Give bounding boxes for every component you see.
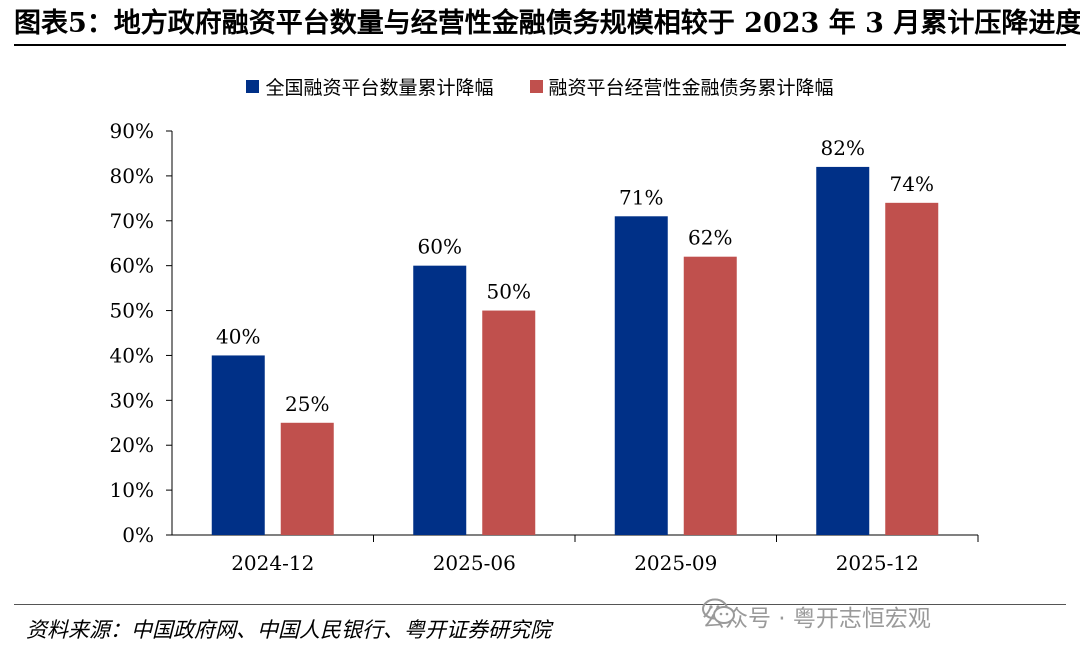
legend-label-series-2: 融资平台经营性金融债务累计降幅 (548, 76, 834, 99)
legend: 全国融资平台数量累计降幅 融资平台经营性金融债务累计降幅 (0, 72, 1080, 100)
legend-swatch-series-2 (529, 79, 543, 93)
legend-label-series-1: 全国融资平台数量累计降幅 (265, 76, 494, 99)
data-label: 60% (418, 235, 462, 259)
bar (816, 166, 870, 535)
data-label: 82% (821, 136, 865, 160)
legend-item-series-1: 全国融资平台数量累计降幅 (246, 72, 494, 100)
y-tick-label: 50% (110, 299, 154, 323)
figure-title: 图表5：地方政府融资平台数量与经营性金融债务规模相较于 2023 年 3 月累计… (14, 8, 1080, 39)
bar (683, 256, 737, 535)
wechat-icon (702, 598, 735, 624)
legend-item-series-2: 融资平台经营性金融债务累计降幅 (529, 72, 834, 100)
y-tick-label: 20% (110, 433, 154, 457)
source-note: 资料来源：中国政府网、中国人民银行、粤开证券研究院 (26, 618, 551, 642)
y-tick-label: 40% (110, 343, 154, 367)
x-tick-label: 2024-12 (231, 551, 314, 575)
legend-swatch-series-1 (246, 79, 260, 93)
data-label: 25% (285, 392, 329, 416)
title-divider (14, 44, 1066, 46)
data-label: 50% (487, 280, 531, 304)
y-tick-label: 80% (110, 164, 154, 188)
watermark: 公众号 · 粤开志恒宏观 (702, 598, 931, 634)
source-divider (14, 604, 1066, 605)
data-label: 40% (216, 324, 260, 348)
y-tick-label: 70% (110, 209, 154, 233)
bar-chart: 0% 10% 20% 30% 40% 50% 60% 70% 80% 90% 2024-12 40% 2… (110, 119, 979, 575)
bar (614, 216, 668, 536)
watermark-text: 公众号 · 粤开志恒宏观 (702, 606, 931, 632)
data-label: 62% (688, 226, 732, 250)
x-tick-label: 2025-12 (836, 551, 919, 575)
bar (413, 265, 467, 535)
x-tick-label: 2025-06 (433, 551, 516, 575)
y-tick-label: 0% (122, 523, 154, 547)
data-label: 71% (619, 185, 663, 209)
y-tick-label: 90% (110, 119, 154, 143)
x-tick-label: 2025-09 (634, 551, 717, 575)
bar (280, 422, 334, 535)
bar (211, 355, 265, 535)
y-tick-label: 30% (110, 388, 154, 412)
y-tick-label: 10% (110, 478, 154, 502)
y-tick-label: 60% (110, 254, 154, 278)
data-label: 74% (890, 172, 934, 196)
bar (885, 202, 939, 536)
bar (482, 310, 536, 535)
